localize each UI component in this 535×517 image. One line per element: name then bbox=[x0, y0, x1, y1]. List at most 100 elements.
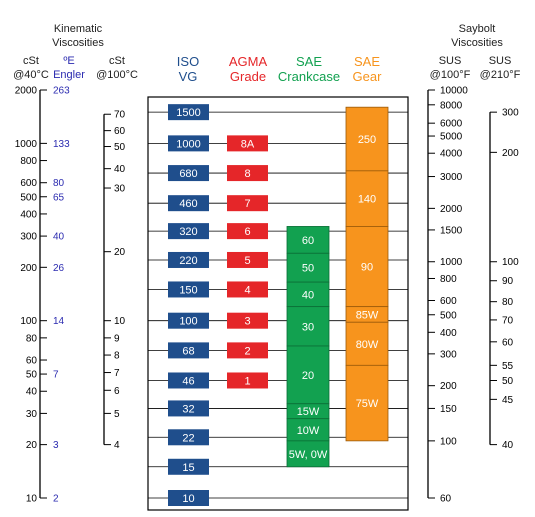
sus100-tick-label-2000: 2000 bbox=[440, 204, 463, 215]
agma-grade-header: AGMA Grade bbox=[220, 54, 276, 84]
agma-box-4 bbox=[227, 281, 268, 298]
iso-vg-box-1000 bbox=[168, 135, 209, 152]
sus100-tick-label-8000: 8000 bbox=[440, 100, 463, 111]
agma-box-1 bbox=[227, 372, 268, 389]
sus100-tick-label-500: 500 bbox=[440, 310, 457, 321]
cst40-tick-label-60: 60 bbox=[26, 356, 38, 367]
iso-vg-label-100: 100 bbox=[179, 316, 197, 328]
iso-vg-label-320: 320 bbox=[179, 226, 197, 238]
iso-vg-label-680: 680 bbox=[179, 168, 197, 180]
cst100-tick-label-70: 70 bbox=[114, 110, 126, 121]
chart-frame bbox=[147, 96, 409, 511]
kinematic-viscosities-title: Kinematic Viscosities bbox=[43, 22, 113, 50]
iso-vg-label-1000: 1000 bbox=[176, 138, 200, 150]
engler-header-line-1: ºE bbox=[63, 55, 75, 67]
sus210-tick-label-80: 80 bbox=[502, 297, 514, 308]
cst40-tick-label-800: 800 bbox=[20, 156, 37, 167]
agma-header-line-2: Grade bbox=[229, 69, 267, 84]
sae-gear-header-line-1: SAE bbox=[353, 54, 380, 69]
sae-gear-label-75w: 75W bbox=[356, 398, 379, 410]
cst40-tick-label-400: 400 bbox=[20, 209, 37, 220]
engler-tick-label-80: 80 bbox=[53, 178, 65, 189]
sae-crankcase-band-5w-0w bbox=[286, 440, 330, 468]
cst40-tick-label-20: 20 bbox=[26, 440, 38, 451]
sae-crankcase-label-20: 20 bbox=[302, 370, 314, 382]
cst40-header: cSt @40°C bbox=[6, 54, 56, 82]
agma-box-8 bbox=[227, 165, 268, 182]
sus210-tick-label-100: 100 bbox=[502, 257, 519, 268]
cst100-header-line-1: cSt bbox=[109, 55, 125, 67]
sae-gear-header-line-2: Gear bbox=[352, 69, 382, 84]
sus100-tick-label-1000: 1000 bbox=[440, 257, 463, 268]
agma-box-8a bbox=[227, 135, 268, 152]
sus210-tick-label-70: 70 bbox=[502, 315, 514, 326]
cst40-header-line-2: @40°C bbox=[13, 69, 49, 81]
sae-gear-band-80w bbox=[345, 321, 389, 366]
sae-crankcase-header-line-2: Crankcase bbox=[277, 69, 341, 84]
sae-crankcase-header: SAE Crankcase bbox=[272, 54, 346, 84]
iso-vg-label-15: 15 bbox=[182, 462, 194, 474]
sus100-tick-label-800: 800 bbox=[440, 274, 457, 285]
kinematic-title-line-1: Kinematic bbox=[53, 23, 103, 35]
sae-crankcase-label-10w: 10W bbox=[297, 425, 320, 437]
cst100-tick-label-20: 20 bbox=[114, 247, 126, 258]
sus100-tick-label-5000: 5000 bbox=[440, 132, 463, 143]
sae-crankcase-band-40 bbox=[286, 281, 330, 308]
sus100-tick-label-4000: 4000 bbox=[440, 149, 463, 160]
sus100-header-line-2: @100°F bbox=[429, 69, 471, 81]
saybolt-title-line-2: Viscosities bbox=[451, 37, 503, 49]
sus100-tick-label-6000: 6000 bbox=[440, 119, 463, 130]
agma-label-7: 7 bbox=[244, 198, 250, 210]
engler-tick-label-2: 2 bbox=[53, 494, 59, 505]
sae-crankcase-label-60: 60 bbox=[302, 235, 314, 247]
sus100-tick-label-10000: 10000 bbox=[440, 86, 468, 97]
sus100-tick-label-600: 600 bbox=[440, 296, 457, 307]
agma-label-8: 8 bbox=[244, 168, 250, 180]
sae-gear-band-75w bbox=[345, 364, 389, 442]
iso-vg-box-68 bbox=[168, 342, 209, 359]
sae-crankcase-band-50 bbox=[286, 252, 330, 283]
sus100-header-line-1: SUS bbox=[438, 55, 462, 67]
sus210-header-line-2: @210°F bbox=[479, 69, 521, 81]
saybolt-title-line-1: Saybolt bbox=[458, 23, 496, 35]
sae-gear-label-250: 250 bbox=[358, 134, 376, 146]
agma-label-1: 1 bbox=[244, 375, 250, 387]
sae-crankcase-label-15w: 15W bbox=[297, 406, 320, 418]
iso-vg-label-1500: 1500 bbox=[176, 107, 200, 119]
cst40-tick-label-50: 50 bbox=[26, 370, 38, 381]
iso-vg-box-100 bbox=[168, 312, 209, 329]
sus100-header: SUS @100°F bbox=[424, 54, 476, 82]
cst100-tick-label-6: 6 bbox=[114, 386, 120, 397]
cst40-tick-label-10: 10 bbox=[26, 494, 38, 505]
cst40-tick-label-2000: 2000 bbox=[15, 86, 38, 97]
iso-header-line-2: VG bbox=[178, 69, 198, 84]
sae-gear-band-140 bbox=[345, 170, 389, 227]
sus210-tick-label-60: 60 bbox=[502, 337, 514, 348]
cst40-tick-label-1000: 1000 bbox=[15, 139, 38, 150]
sus100-tick-label-60: 60 bbox=[440, 494, 452, 505]
iso-vg-box-1500 bbox=[168, 104, 209, 121]
cst40-tick-label-600: 600 bbox=[20, 178, 37, 189]
sus210-header-line-1: SUS bbox=[488, 55, 512, 67]
sus100-tick-label-150: 150 bbox=[440, 404, 457, 415]
sae-crankcase-label-30: 30 bbox=[302, 321, 314, 333]
engler-tick-label-14: 14 bbox=[53, 316, 65, 327]
engler-tick-label-263: 263 bbox=[53, 86, 70, 97]
kinematic-title-line-2: Viscosities bbox=[52, 37, 104, 49]
sae-crankcase-label-50: 50 bbox=[302, 263, 314, 275]
iso-vg-label-22: 22 bbox=[182, 432, 194, 444]
sus210-tick-label-40: 40 bbox=[502, 440, 514, 451]
engler-tick-label-65: 65 bbox=[53, 192, 65, 203]
engler-tick-label-26: 26 bbox=[53, 263, 65, 274]
cst100-tick-label-40: 40 bbox=[114, 164, 126, 175]
sae-gear-label-85w: 85W bbox=[356, 309, 379, 321]
sus210-tick-label-50: 50 bbox=[502, 376, 514, 387]
cst40-tick-label-100: 100 bbox=[20, 316, 37, 327]
agma-box-5 bbox=[227, 251, 268, 268]
sus210-tick-label-45: 45 bbox=[502, 395, 514, 406]
sae-gear-label-140: 140 bbox=[358, 194, 376, 206]
cst100-tick-label-30: 30 bbox=[114, 184, 126, 195]
cst40-tick-label-200: 200 bbox=[20, 263, 37, 274]
iso-vg-label-32: 32 bbox=[182, 403, 194, 415]
